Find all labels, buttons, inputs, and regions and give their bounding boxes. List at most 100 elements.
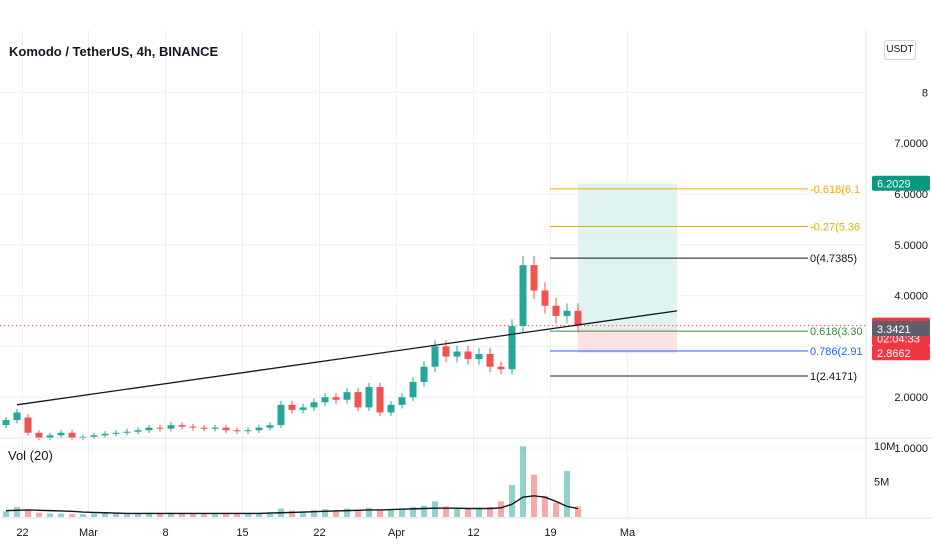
volume-bar[interactable] [399, 509, 405, 517]
candle-body[interactable] [178, 425, 186, 427]
loss-zone[interactable] [578, 329, 677, 354]
volume-bar[interactable] [245, 513, 251, 517]
volume-bar[interactable] [58, 513, 64, 517]
candle-body[interactable] [398, 397, 406, 405]
volume-bar[interactable] [366, 507, 372, 517]
volume-bar[interactable] [157, 513, 163, 517]
volume-bar[interactable] [564, 471, 570, 517]
volume-bar[interactable] [267, 512, 273, 517]
candle-body[interactable] [35, 432, 43, 438]
volume-bar[interactable] [3, 511, 9, 517]
candle-body[interactable] [288, 404, 296, 410]
volume-bar[interactable] [498, 501, 504, 517]
volume-bar[interactable] [113, 513, 119, 517]
volume-bar[interactable] [487, 507, 493, 517]
candle-body[interactable] [431, 346, 439, 367]
candle-body[interactable] [189, 426, 197, 428]
candle-body[interactable] [211, 427, 219, 429]
volume-bar[interactable] [311, 509, 317, 517]
candle-body[interactable] [200, 427, 208, 429]
candle-body[interactable] [321, 397, 329, 403]
volume-bar[interactable] [179, 513, 185, 517]
candle-body[interactable] [90, 435, 98, 437]
candle-body[interactable] [167, 425, 175, 429]
volume-bar[interactable] [410, 507, 416, 517]
volume-bar[interactable] [25, 509, 31, 517]
candle-body[interactable] [343, 392, 351, 400]
volume-bar[interactable] [476, 507, 482, 517]
volume-bar[interactable] [553, 502, 559, 517]
volume-bar[interactable] [135, 513, 141, 517]
volume-bar[interactable] [300, 511, 306, 517]
volume-bar[interactable] [80, 514, 86, 517]
candle-body[interactable] [497, 366, 505, 370]
candle-body[interactable] [464, 351, 472, 360]
volume-bar[interactable] [190, 513, 196, 517]
candle-body[interactable] [530, 265, 538, 291]
candle-body[interactable] [508, 326, 516, 370]
volume-bar[interactable] [91, 513, 97, 517]
candle-body[interactable] [574, 310, 582, 326]
candle-body[interactable] [486, 354, 494, 367]
volume-bar[interactable] [520, 446, 526, 517]
candle-body[interactable] [79, 436, 87, 438]
volume-ma-line[interactable] [5, 495, 579, 515]
volume-bar[interactable] [355, 509, 361, 517]
candle-body[interactable] [277, 404, 285, 426]
volume-bar[interactable] [421, 505, 427, 517]
candle-body[interactable] [541, 290, 549, 306]
candle-body[interactable] [68, 432, 76, 438]
candle-body[interactable] [563, 310, 571, 316]
volume-bar[interactable] [223, 514, 229, 517]
trendline[interactable] [16, 310, 678, 406]
volume-bar[interactable] [168, 512, 174, 517]
candle-body[interactable] [332, 397, 340, 400]
candle-body[interactable] [266, 425, 274, 428]
profit-zone[interactable] [578, 183, 677, 330]
volume-indicator-label[interactable]: Vol (20) [8, 448, 53, 463]
candle-body[interactable] [376, 387, 384, 413]
volume-bar[interactable] [575, 506, 581, 517]
candle-body[interactable] [134, 430, 142, 432]
candle-body[interactable] [13, 412, 21, 421]
candle-body[interactable] [244, 430, 252, 432]
volume-bar[interactable] [542, 495, 548, 517]
volume-bar[interactable] [388, 509, 394, 517]
candle-body[interactable] [453, 351, 461, 357]
volume-bar[interactable] [201, 514, 207, 517]
candle-body[interactable] [420, 366, 428, 382]
volume-bar[interactable] [377, 509, 383, 517]
volume-bar[interactable] [344, 508, 350, 517]
candle-body[interactable] [299, 407, 307, 410]
volume-bar[interactable] [465, 508, 471, 517]
volume-bar[interactable] [454, 507, 460, 517]
volume-bar[interactable] [322, 509, 328, 517]
candle-body[interactable] [552, 305, 560, 316]
volume-bar[interactable] [509, 485, 515, 517]
volume-bar[interactable] [124, 514, 130, 517]
candle-body[interactable] [57, 432, 65, 436]
candle-body[interactable] [409, 381, 417, 398]
candle-body[interactable] [145, 427, 153, 431]
candle-body[interactable] [101, 433, 109, 436]
volume-bar[interactable] [289, 510, 295, 517]
candle-body[interactable] [123, 431, 131, 433]
candle-body[interactable] [222, 427, 230, 431]
candle-body[interactable] [475, 354, 483, 360]
candle-body[interactable] [46, 435, 54, 438]
candle-body[interactable] [365, 387, 373, 408]
volume-bar[interactable] [212, 514, 218, 517]
candle-body[interactable] [519, 265, 527, 327]
candle-body[interactable] [354, 392, 362, 408]
candle-body[interactable] [24, 417, 32, 433]
volume-bar[interactable] [146, 512, 152, 517]
candle-body[interactable] [310, 402, 318, 408]
candle-body[interactable] [233, 430, 241, 432]
candle-body[interactable] [387, 404, 395, 413]
candle-body[interactable] [2, 420, 10, 426]
volume-bar[interactable] [36, 512, 42, 517]
volume-bar[interactable] [14, 507, 20, 517]
currency-button[interactable]: USDT [884, 40, 916, 60]
candle-body[interactable] [442, 346, 450, 357]
